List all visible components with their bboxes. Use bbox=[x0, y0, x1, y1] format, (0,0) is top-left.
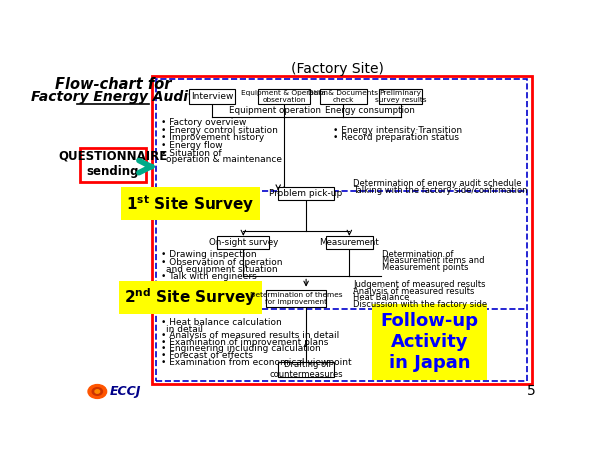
Text: On-sight survey: On-sight survey bbox=[209, 238, 278, 247]
Text: Measurement items and: Measurement items and bbox=[382, 256, 484, 266]
Text: • Engineering including calculation: • Engineering including calculation bbox=[161, 344, 321, 353]
FancyBboxPatch shape bbox=[278, 362, 334, 377]
Text: • Examination from economical viewpoint: • Examination from economical viewpoint bbox=[161, 358, 352, 367]
Text: Analysis of measured results: Analysis of measured results bbox=[353, 287, 475, 296]
Text: (Factory Site): (Factory Site) bbox=[291, 62, 384, 76]
Text: in detail: in detail bbox=[166, 324, 203, 333]
Text: • Improvement history: • Improvement history bbox=[161, 133, 264, 142]
Text: • Talk with engineers: • Talk with engineers bbox=[161, 272, 257, 281]
FancyBboxPatch shape bbox=[320, 89, 367, 104]
FancyBboxPatch shape bbox=[379, 89, 422, 104]
Text: QUESTIONNAIRE
sending: QUESTIONNAIRE sending bbox=[58, 150, 167, 178]
Text: • Heat balance calculation: • Heat balance calculation bbox=[161, 318, 282, 327]
FancyBboxPatch shape bbox=[258, 89, 310, 104]
FancyBboxPatch shape bbox=[152, 76, 532, 384]
Text: and equipment situation: and equipment situation bbox=[166, 265, 277, 274]
Text: • Situation of: • Situation of bbox=[161, 148, 221, 157]
Text: ECCJ: ECCJ bbox=[110, 385, 141, 398]
Text: Preliminary
survey results: Preliminary survey results bbox=[375, 90, 426, 103]
Text: Measurement: Measurement bbox=[319, 238, 379, 247]
Text: Heat Balance: Heat Balance bbox=[353, 293, 409, 302]
Text: Drafting of
countermeasures: Drafting of countermeasures bbox=[269, 360, 343, 379]
Text: • Analysis of measured results in detail: • Analysis of measured results in detail bbox=[161, 331, 339, 340]
FancyBboxPatch shape bbox=[266, 290, 326, 306]
Circle shape bbox=[95, 390, 100, 393]
Text: • Factory overview: • Factory overview bbox=[161, 118, 247, 127]
Circle shape bbox=[88, 385, 107, 398]
Text: Problem pick-up: Problem pick-up bbox=[269, 189, 343, 198]
Text: Factory Energy Audit: Factory Energy Audit bbox=[31, 90, 195, 104]
Circle shape bbox=[92, 388, 103, 395]
Text: • Record preparation status: • Record preparation status bbox=[333, 133, 459, 142]
Text: • Energy flow: • Energy flow bbox=[161, 141, 223, 150]
Text: operation & maintenance: operation & maintenance bbox=[166, 155, 281, 164]
Text: Judgement of measured results: Judgement of measured results bbox=[353, 280, 485, 289]
Text: Data & Documents
check: Data & Documents check bbox=[308, 90, 379, 103]
Text: Talking with the factory side/confirmation: Talking with the factory side/confirmati… bbox=[353, 186, 527, 195]
Text: Measurement points: Measurement points bbox=[382, 263, 469, 272]
Text: Determination of themes
for improvement: Determination of themes for improvement bbox=[250, 292, 342, 305]
FancyBboxPatch shape bbox=[190, 89, 235, 104]
Text: Interview: Interview bbox=[191, 92, 233, 101]
Text: • Energy control situation: • Energy control situation bbox=[161, 126, 278, 135]
Text: • Forecast of effects: • Forecast of effects bbox=[161, 351, 253, 360]
Text: Flow-chart for: Flow-chart for bbox=[55, 77, 172, 92]
FancyBboxPatch shape bbox=[326, 235, 373, 249]
Text: $\bf{1^{st}}$ Site Survey: $\bf{1^{st}}$ Site Survey bbox=[126, 193, 254, 215]
Text: • Drawing inspection: • Drawing inspection bbox=[161, 251, 257, 260]
Text: Equipment operation: Equipment operation bbox=[229, 106, 321, 115]
Text: Follow-up
Activity
in Japan: Follow-up Activity in Japan bbox=[380, 312, 478, 372]
Text: 5: 5 bbox=[527, 384, 535, 399]
Text: • Observation of operation: • Observation of operation bbox=[161, 258, 283, 267]
FancyBboxPatch shape bbox=[217, 235, 269, 249]
Text: • Energy intensity·Transition: • Energy intensity·Transition bbox=[333, 126, 462, 135]
Text: Energy consumption: Energy consumption bbox=[325, 106, 415, 115]
FancyBboxPatch shape bbox=[80, 148, 146, 181]
FancyBboxPatch shape bbox=[278, 187, 334, 200]
Text: • Examination of improvement plans: • Examination of improvement plans bbox=[161, 338, 328, 347]
Text: Determination of: Determination of bbox=[382, 250, 454, 259]
Text: Determination of energy audit schedule: Determination of energy audit schedule bbox=[353, 180, 521, 189]
Text: Discussion with the factory side: Discussion with the factory side bbox=[353, 300, 487, 309]
Text: $\bf{2^{nd}}$ Site Survey: $\bf{2^{nd}}$ Site Survey bbox=[124, 287, 256, 308]
Text: Equipment & Operation
observation: Equipment & Operation observation bbox=[241, 90, 328, 103]
